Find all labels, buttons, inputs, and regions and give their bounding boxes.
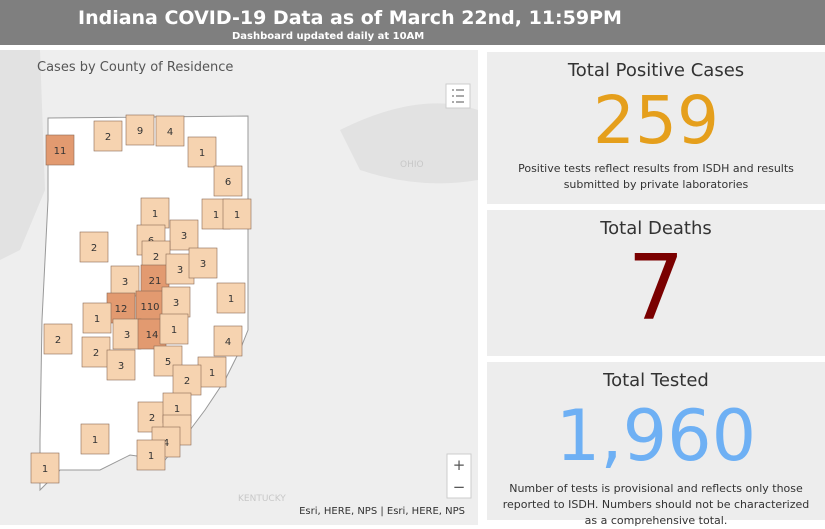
county-count: 1 xyxy=(228,294,234,305)
county-count: 1 xyxy=(174,404,180,415)
zoom-out[interactable]: − xyxy=(453,478,466,496)
map[interactable]: OHIO KENTUCKY 11294161116322213331121103… xyxy=(0,50,478,525)
county xyxy=(93,120,123,152)
card-value: 1,960 xyxy=(555,395,757,477)
county-count: 2 xyxy=(105,132,111,143)
county-count: 2 xyxy=(55,335,61,346)
place-label: OHIO xyxy=(400,160,424,170)
county-count: 2 xyxy=(93,348,99,359)
county-count: 12 xyxy=(115,304,128,315)
county-count: 1 xyxy=(148,451,154,462)
card-value: 7 xyxy=(627,236,685,341)
county xyxy=(112,318,142,350)
county-count: 1 xyxy=(234,210,240,221)
county xyxy=(197,356,227,388)
header: Indiana COVID-19 Data as of March 22nd, … xyxy=(0,0,825,45)
card: Total Deaths 7 xyxy=(487,210,825,356)
card-note: Positive tests reflect results from ISDH… xyxy=(518,162,794,191)
county xyxy=(155,115,185,147)
card-note: Number of tests is provisional and refle… xyxy=(502,482,810,527)
county xyxy=(125,114,155,146)
county xyxy=(140,264,170,296)
lake xyxy=(340,103,478,184)
county xyxy=(222,198,252,230)
county xyxy=(161,286,191,318)
county-count: 1 xyxy=(171,325,177,336)
county-count: 9 xyxy=(137,126,143,137)
county-count: 2 xyxy=(149,413,155,424)
county xyxy=(188,247,218,279)
county xyxy=(159,313,189,345)
county-count: 2 xyxy=(153,252,159,263)
county-count: 3 xyxy=(122,277,128,288)
county xyxy=(169,219,199,251)
county xyxy=(45,134,75,166)
county xyxy=(172,364,202,396)
county-count: 3 xyxy=(177,265,183,276)
title: Indiana COVID-19 Data as of March 22nd, … xyxy=(78,7,622,29)
county xyxy=(213,165,243,197)
county-count: 110 xyxy=(140,302,159,313)
county-count: 2 xyxy=(184,376,190,387)
county-count: 1 xyxy=(42,464,48,475)
county xyxy=(79,231,109,263)
county xyxy=(110,265,140,297)
card-title: Total Deaths xyxy=(600,218,712,239)
card-value: 259 xyxy=(593,82,719,159)
county-count: 3 xyxy=(200,259,206,270)
county-count: 6 xyxy=(225,177,231,188)
county xyxy=(106,349,136,381)
county-count: 4 xyxy=(225,337,231,348)
county-count: 2 xyxy=(91,243,97,254)
county xyxy=(213,325,243,357)
map-panel[interactable]: OHIO KENTUCKY 11294161116322213331121103… xyxy=(0,50,478,525)
county-count: 1 xyxy=(209,368,215,379)
zoom-control[interactable] xyxy=(446,453,472,499)
lake xyxy=(0,50,45,260)
county-count: 1 xyxy=(92,435,98,446)
county-count: 3 xyxy=(118,361,124,372)
county-count: 1 xyxy=(213,210,219,221)
county-count: 1 xyxy=(152,209,158,220)
county-count: 5 xyxy=(165,357,171,368)
legend-icon xyxy=(452,89,464,103)
county xyxy=(140,197,170,229)
county-count: 1 xyxy=(94,314,100,325)
county-count: 1 xyxy=(199,148,205,159)
card-title: Total Positive Cases xyxy=(567,60,745,81)
county xyxy=(30,452,60,484)
county-count: 3 xyxy=(124,330,130,341)
subtitle: Dashboard updated daily at 10AM xyxy=(232,31,425,42)
zoom-in[interactable]: + xyxy=(453,456,466,474)
county-count: 4 xyxy=(163,438,169,449)
county xyxy=(80,423,110,455)
card-title: Total Tested xyxy=(603,370,709,391)
map-title: Cases by County of Residence xyxy=(37,60,233,75)
county xyxy=(216,282,246,314)
county xyxy=(82,302,112,334)
county-count: 4 xyxy=(167,127,173,138)
place-label: KENTUCKY xyxy=(238,494,286,504)
county-count: 14 xyxy=(146,330,159,341)
county-count: 11 xyxy=(54,146,67,157)
county xyxy=(136,439,166,471)
county-count: 3 xyxy=(181,231,187,242)
card: Total Tested 1,960 Number of tests is pr… xyxy=(487,362,825,527)
attribution: Esri, HERE, NPS | Esri, HERE, NPS xyxy=(299,506,465,517)
county xyxy=(187,136,217,168)
county-count: 3 xyxy=(173,298,179,309)
county xyxy=(43,323,73,355)
county-count: 21 xyxy=(149,276,162,287)
card: Total Positive Cases 259 Positive tests … xyxy=(487,52,825,204)
